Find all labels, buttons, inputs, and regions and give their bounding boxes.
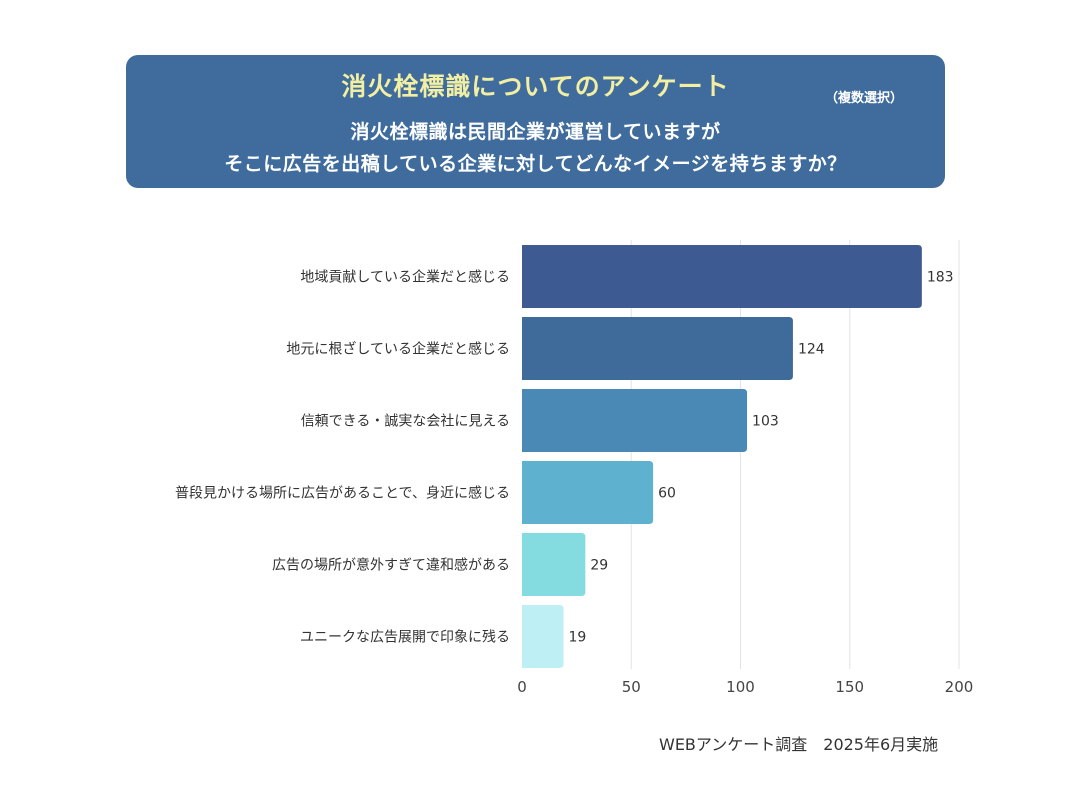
chart-title: 消火栓標識についてのアンケート — [341, 72, 730, 101]
category-label: 地元に根ざしている企業だと感じる — [286, 341, 510, 358]
x-tick-labels: 0 50 100 150 200 — [517, 678, 973, 696]
title-banner: 消火栓標識についてのアンケート （複数選択） 消火栓標識は民間企業が運営していま… — [126, 55, 945, 188]
x-tick-label: 0 — [517, 678, 527, 696]
x-tick-label: 200 — [945, 678, 974, 696]
bar — [522, 317, 793, 380]
value-label: 60 — [658, 486, 676, 502]
category-labels: 地域貢献している企業だと感じる地元に根ざしている企業だと感じる信頼できる・誠実な… — [175, 269, 510, 646]
bars — [522, 245, 922, 668]
category-label: 地域貢献している企業だと感じる — [300, 269, 510, 286]
value-label: 19 — [569, 630, 587, 646]
x-tick-label: 50 — [622, 678, 641, 696]
bar — [522, 245, 922, 308]
bar — [522, 605, 564, 668]
bar — [522, 461, 654, 524]
multiple-choice-note: （複数選択） — [825, 91, 904, 106]
category-label: 広告の場所が意外すぎて違和感がある — [272, 557, 510, 574]
bar — [522, 533, 586, 596]
x-tick-label: 150 — [835, 678, 864, 696]
x-tick-label: 100 — [726, 678, 755, 696]
question-line-1: 消火栓標識は民間企業が運営していますが — [350, 121, 721, 143]
value-label: 183 — [927, 270, 954, 286]
category-label: 普段見かける場所に広告があることで、身近に感じる — [175, 485, 510, 502]
value-label: 124 — [798, 342, 825, 358]
value-labels: 183 124 103 60 29 19 — [569, 270, 954, 646]
question-line-2: そこに広告を出稿している企業に対してどんなイメージを持ちますか？ — [224, 153, 847, 175]
value-label: 103 — [752, 414, 779, 430]
gridlines — [630, 240, 960, 669]
survey-source: WEBアンケート調査 2025年6月実施 — [659, 735, 939, 754]
value-label: 29 — [590, 558, 608, 574]
category-label: 信頼できる・誠実な会社に見える — [301, 414, 510, 430]
category-label: ユニークな広告展開で印象に残る — [300, 630, 510, 646]
bar — [522, 389, 748, 452]
